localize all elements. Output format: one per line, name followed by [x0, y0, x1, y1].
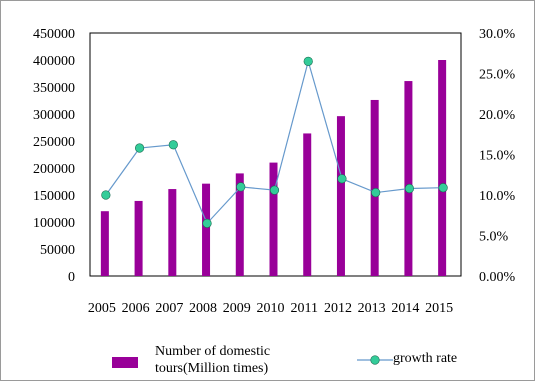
x-tick-label: 2014: [391, 301, 419, 316]
bar: [168, 189, 177, 276]
x-tick-label: 2009: [223, 301, 251, 316]
x-tick-label: 2013: [358, 301, 386, 316]
bar: [404, 81, 413, 276]
y-right-tick-label: 0.00%: [479, 270, 516, 285]
y-left-tick-label: 400000: [33, 54, 75, 69]
growth-rate-point: [101, 190, 111, 200]
y-left-tick-label: 250000: [33, 135, 75, 150]
y-left-tick-label: 50000: [40, 243, 75, 258]
y-right-tick-label: 5.0%: [479, 230, 509, 245]
x-tick-label: 2005: [88, 301, 116, 316]
growth-rate-point: [404, 183, 415, 194]
x-tick-label: 2012: [324, 301, 352, 316]
legend-line-swatch: [357, 355, 393, 365]
x-tick-label: 2006: [122, 301, 150, 316]
bar: [134, 200, 143, 276]
bar: [370, 99, 379, 277]
growth-rate-point: [269, 185, 280, 195]
growth-rate-point: [438, 183, 448, 193]
legend-bar-label: Number of domestic tours(Million times): [155, 344, 271, 376]
y-right-tick-label: 15.0%: [479, 149, 516, 164]
y-left-tick-label: 100000: [33, 216, 75, 231]
y-right-tick-label: 10.0%: [479, 189, 516, 204]
growth-rate-point: [134, 143, 145, 153]
growth-rate-point: [168, 140, 178, 150]
x-tick-label: 2011: [290, 301, 317, 316]
bar: [438, 60, 447, 276]
bar: [202, 183, 211, 276]
x-tick-label: 2007: [155, 301, 183, 316]
y-right-tick-label: 20.0%: [479, 108, 516, 123]
y-left-tick-label: 200000: [33, 162, 75, 177]
bar: [100, 211, 109, 276]
bar: [269, 162, 278, 276]
growth-rate-point: [202, 218, 212, 228]
growth-rate-point: [236, 182, 246, 192]
y-left-tick-label: 150000: [33, 189, 75, 204]
y-right-tick-label: 25.0%: [479, 68, 516, 83]
x-tick-label: 2008: [189, 301, 217, 316]
bar: [336, 116, 345, 276]
x-tick-label: 2015: [425, 301, 453, 316]
y-right-tick-label: 30.0%: [479, 27, 516, 42]
y-left-tick-label: 300000: [33, 108, 75, 123]
growth-rate-point: [337, 174, 347, 184]
x-tick-label: 2010: [257, 301, 285, 316]
y-left-tick-label: 350000: [33, 81, 75, 96]
bar: [303, 133, 312, 276]
bar: [235, 173, 244, 276]
legend-line-label: growth rate: [393, 351, 458, 366]
y-left-tick-label: 0: [68, 270, 75, 285]
growth-rate-point: [371, 187, 381, 198]
growth-rate-point: [303, 56, 313, 66]
legend-bar-swatch: [112, 357, 138, 368]
y-left-tick-label: 450000: [33, 27, 75, 42]
